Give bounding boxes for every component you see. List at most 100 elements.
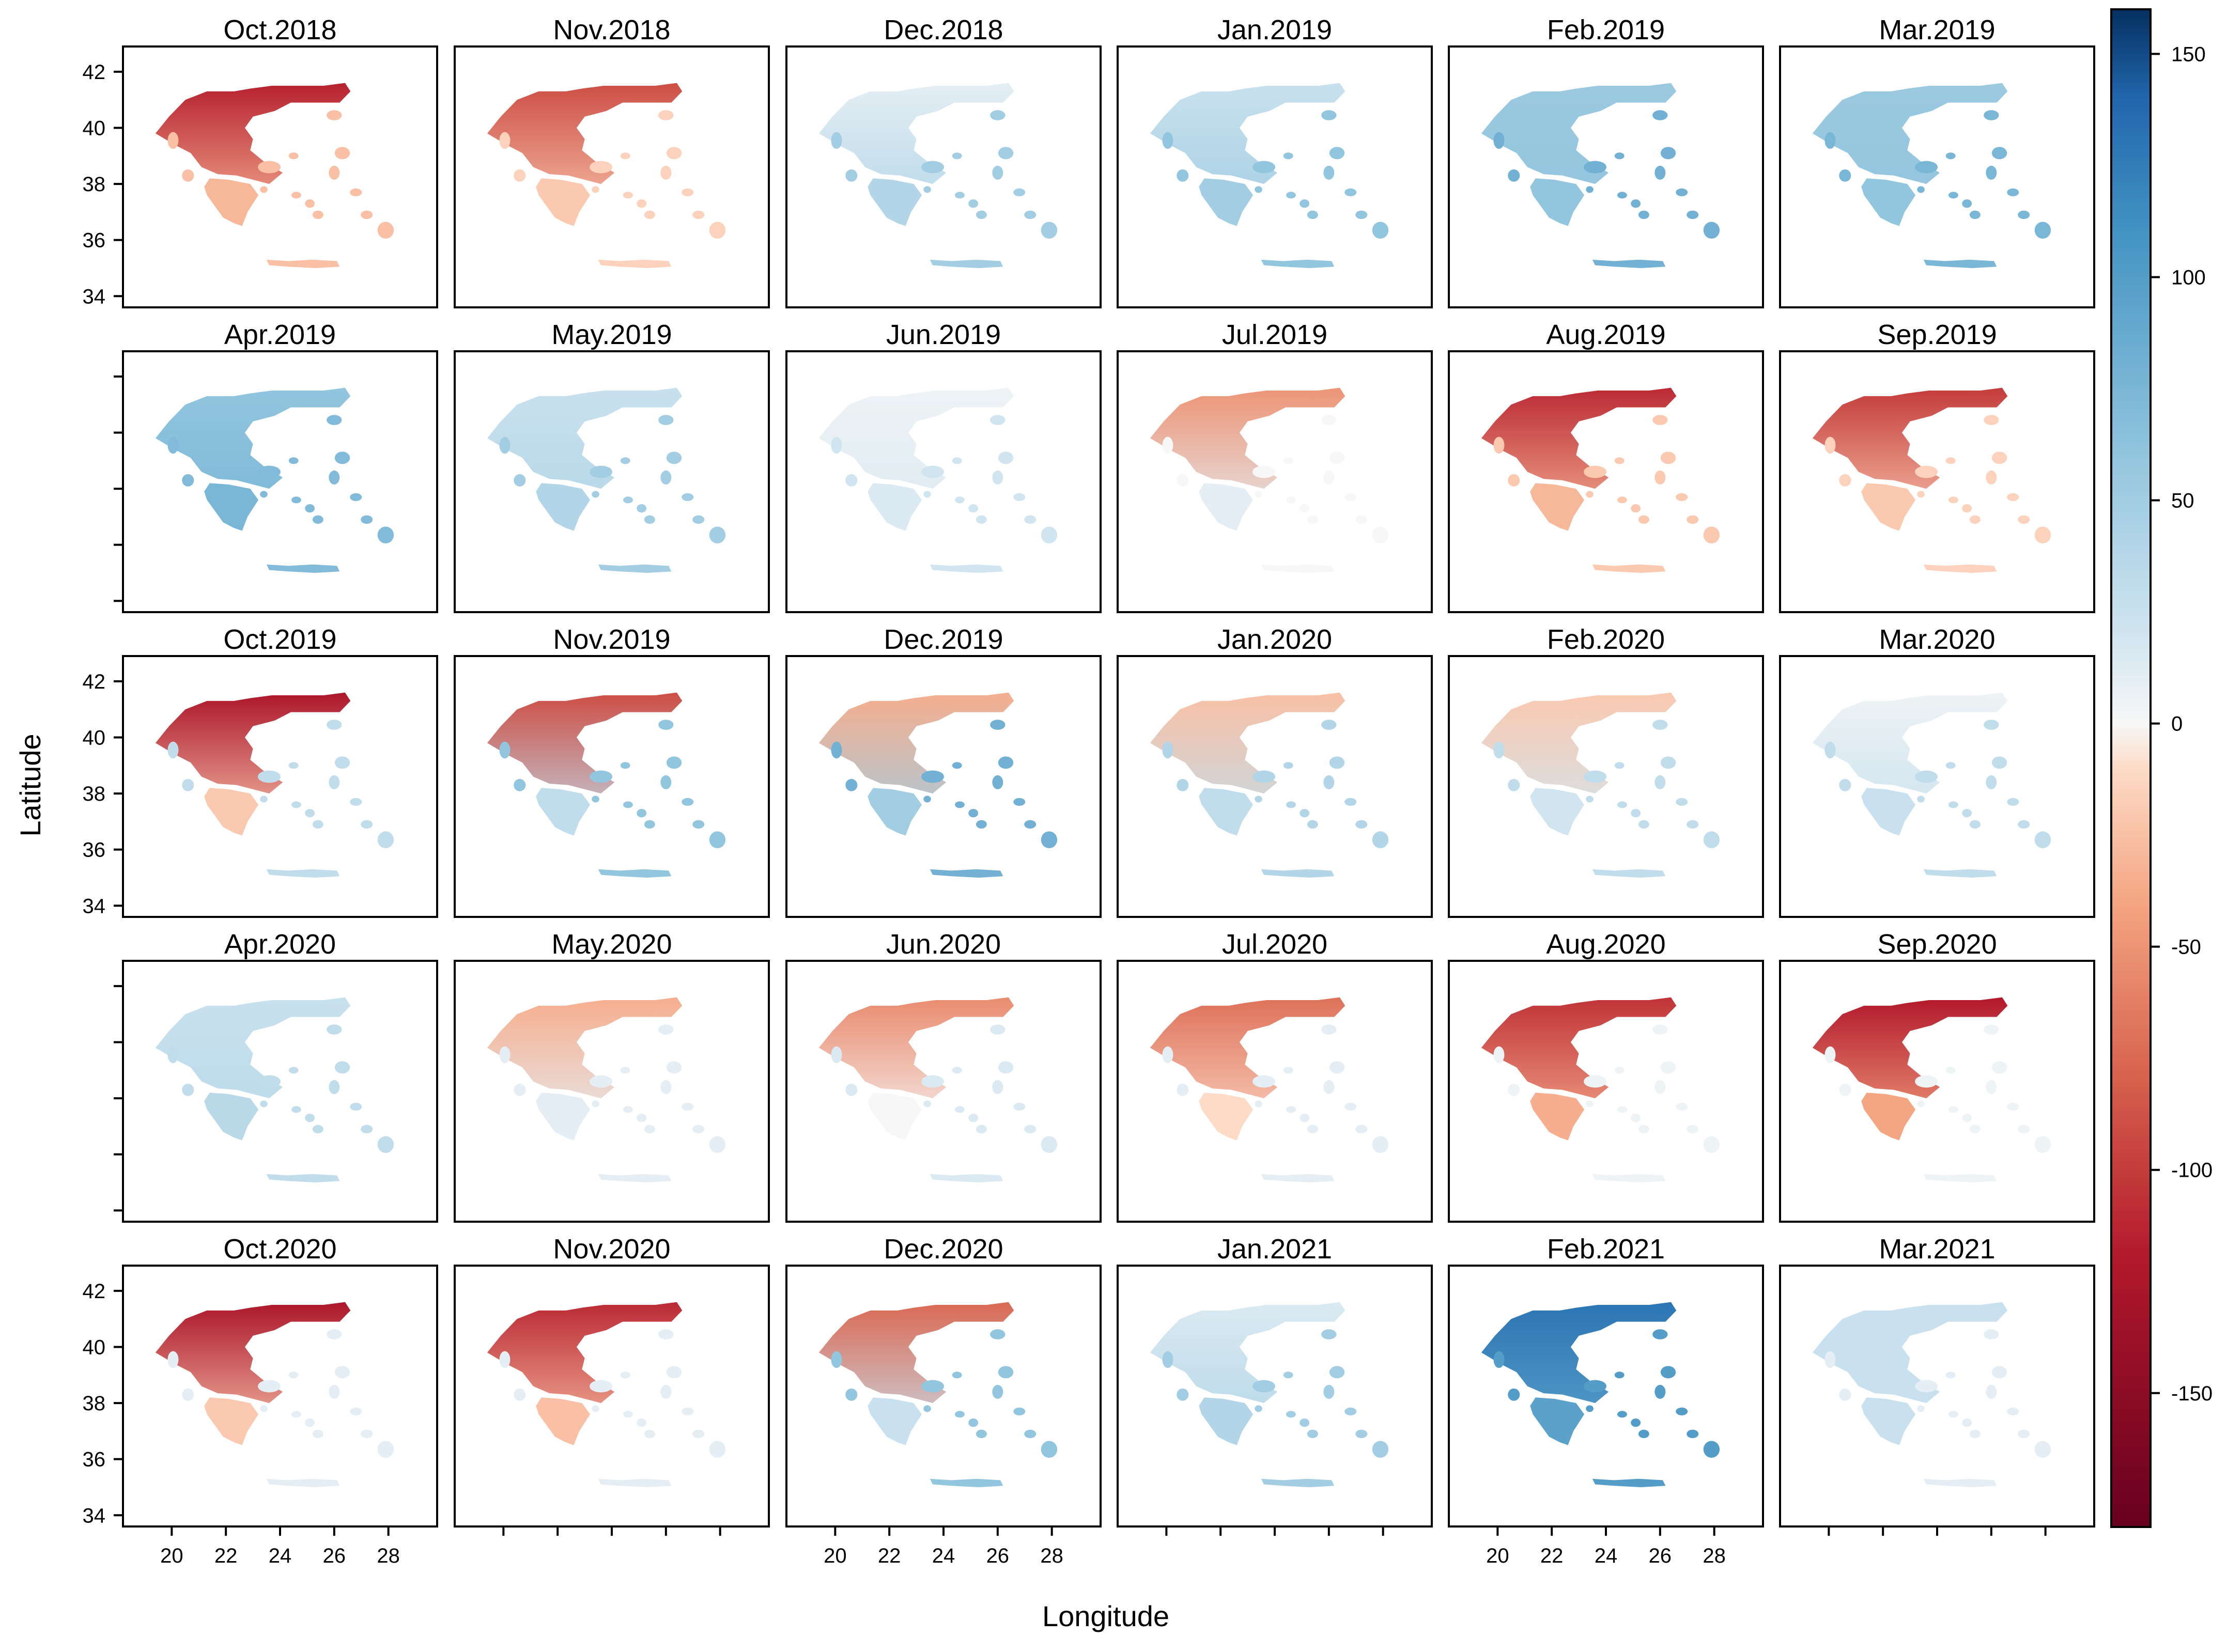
map-panel: Jul.2019 bbox=[1117, 319, 1433, 613]
island-region bbox=[1024, 1429, 1037, 1438]
island-region bbox=[334, 147, 350, 160]
island-region bbox=[1638, 1125, 1649, 1133]
island-region bbox=[1508, 169, 1520, 182]
island-region bbox=[637, 199, 647, 208]
island-region bbox=[1614, 1067, 1625, 1074]
island-region bbox=[1355, 1125, 1368, 1133]
island-region bbox=[921, 465, 945, 478]
crete-region bbox=[1592, 259, 1666, 268]
map-panel: May.2020 bbox=[454, 929, 770, 1223]
island-region bbox=[327, 415, 342, 425]
island-region bbox=[1508, 1388, 1520, 1401]
island-region bbox=[1162, 132, 1173, 149]
island-region bbox=[1917, 1100, 1925, 1108]
island-region bbox=[1344, 1102, 1357, 1111]
island-region bbox=[1839, 1083, 1851, 1096]
island-region bbox=[167, 437, 179, 454]
island-region bbox=[182, 1083, 194, 1096]
island-region bbox=[1687, 1125, 1699, 1133]
mainland-region bbox=[1150, 1302, 1346, 1404]
map-panel: Jun.2019 bbox=[785, 319, 1102, 613]
island-region bbox=[1283, 1067, 1293, 1074]
island-region bbox=[312, 210, 323, 219]
island-region bbox=[637, 808, 647, 818]
island-region bbox=[831, 437, 842, 454]
peloponnese-region bbox=[868, 483, 922, 531]
island-region bbox=[182, 1388, 194, 1401]
island-region bbox=[1041, 831, 1058, 848]
island-region bbox=[377, 222, 394, 239]
panel-frame bbox=[1448, 45, 1764, 308]
island-region bbox=[1372, 831, 1389, 848]
island-region bbox=[682, 798, 694, 806]
island-region bbox=[1962, 504, 1972, 513]
island-region bbox=[1255, 1100, 1262, 1108]
island-region bbox=[1372, 526, 1389, 543]
island-region bbox=[1617, 192, 1627, 199]
island-region bbox=[923, 1405, 931, 1412]
island-region bbox=[666, 1061, 682, 1074]
colorbar-tick-label: -50 bbox=[2171, 936, 2201, 959]
island-region bbox=[1252, 770, 1276, 783]
longitude-tick-labels: 20 22 24 26 28 20 22 24 26 28 20 22 24 26 28 bbox=[160, 1545, 1726, 1567]
panel-frame bbox=[1117, 1265, 1433, 1528]
panel-title: Oct.2020 bbox=[223, 1234, 336, 1265]
island-region bbox=[952, 762, 962, 769]
island-region bbox=[976, 210, 987, 219]
panel-title: Dec.2018 bbox=[884, 14, 1003, 45]
island-region bbox=[1984, 110, 1999, 120]
island-region bbox=[831, 741, 842, 759]
panel-title: Feb.2020 bbox=[1547, 624, 1665, 655]
island-region bbox=[1344, 493, 1357, 501]
panel-frame bbox=[454, 960, 770, 1223]
island-region bbox=[2007, 1407, 2019, 1415]
island-region bbox=[1660, 451, 1676, 464]
map-panel: Sep.2020 bbox=[1779, 929, 2095, 1223]
island-region bbox=[1986, 1384, 1997, 1399]
island-region bbox=[1839, 474, 1851, 487]
x-tick-label: 22 bbox=[878, 1545, 901, 1567]
island-region bbox=[258, 1075, 281, 1088]
map-panel: Nov.2018 bbox=[454, 14, 770, 308]
island-region bbox=[167, 132, 179, 149]
mainland-region bbox=[487, 1302, 683, 1404]
peloponnese-region bbox=[536, 1397, 591, 1445]
island-region bbox=[1300, 504, 1310, 513]
island-region bbox=[1584, 465, 1607, 478]
panel-frame bbox=[1779, 45, 2095, 308]
island-region bbox=[1586, 796, 1594, 803]
island-region bbox=[682, 1407, 694, 1415]
island-region bbox=[361, 1429, 373, 1438]
y-tick-label: 42 bbox=[83, 1280, 106, 1303]
island-region bbox=[329, 1080, 340, 1094]
island-region bbox=[660, 1384, 672, 1399]
map-panel: Jan.2020 bbox=[1117, 624, 1433, 918]
island-region bbox=[1917, 796, 1925, 803]
island-region bbox=[1986, 775, 1997, 789]
x-tick-label: 26 bbox=[986, 1545, 1010, 1567]
island-region bbox=[167, 1351, 179, 1368]
crete-region bbox=[266, 869, 340, 878]
island-region bbox=[1703, 222, 1720, 239]
island-region bbox=[514, 474, 526, 487]
island-region bbox=[1323, 165, 1335, 180]
y-tick-label: 40 bbox=[83, 117, 106, 139]
island-region bbox=[1652, 1024, 1668, 1035]
island-region bbox=[709, 1136, 726, 1153]
panel-frame bbox=[785, 1265, 1102, 1528]
island-region bbox=[845, 778, 858, 791]
panel-title: Jan.2019 bbox=[1217, 14, 1332, 45]
island-region bbox=[644, 1125, 655, 1133]
island-region bbox=[1286, 801, 1296, 808]
map-panel: Oct.2019 bbox=[114, 624, 438, 918]
island-region bbox=[1372, 222, 1389, 239]
island-region bbox=[1321, 1329, 1337, 1339]
island-region bbox=[499, 437, 511, 454]
island-region bbox=[831, 1351, 842, 1368]
island-region bbox=[1307, 1429, 1318, 1438]
island-region bbox=[952, 457, 962, 464]
island-region bbox=[709, 222, 726, 239]
panel-frame bbox=[1779, 655, 2095, 918]
island-region bbox=[1654, 470, 1666, 485]
island-region bbox=[692, 515, 705, 524]
